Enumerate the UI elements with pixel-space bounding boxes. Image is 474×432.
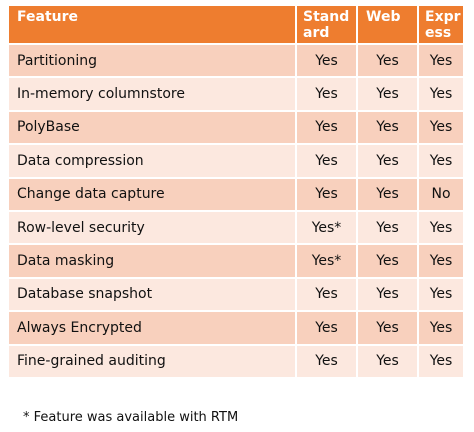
- table-header-row: Feature Stand ard Web Expr ess: [9, 6, 463, 43]
- express-cell: Yes: [419, 245, 463, 277]
- header-web: Web: [358, 6, 417, 43]
- table-row: In-memory columnstore Yes Yes Yes: [9, 78, 463, 110]
- table-row: Change data capture Yes Yes No: [9, 178, 463, 210]
- web-cell: Yes: [358, 278, 417, 311]
- standard-cell: Yes: [297, 345, 356, 377]
- express-cell: Yes: [419, 45, 463, 77]
- web-cell: Yes: [358, 145, 417, 177]
- web-cell: Yes: [358, 178, 417, 210]
- feature-cell: In-memory columnstore: [9, 78, 295, 110]
- standard-cell: Yes: [297, 111, 356, 144]
- table-row: PolyBase Yes Yes Yes: [9, 111, 463, 144]
- feature-comparison-table: Feature Stand ard Web Expr ess Partition…: [7, 4, 465, 379]
- standard-cell: Yes: [297, 312, 356, 344]
- table-row: Database snapshot Yes Yes Yes: [9, 278, 463, 311]
- express-cell: No: [419, 178, 463, 210]
- express-cell: Yes: [419, 78, 463, 110]
- header-feature: Feature: [9, 6, 295, 43]
- express-cell: Yes: [419, 278, 463, 311]
- table-row: Partitioning Yes Yes Yes: [9, 45, 463, 77]
- standard-cell: Yes*: [297, 245, 356, 277]
- standard-cell: Yes: [297, 145, 356, 177]
- feature-cell: Partitioning: [9, 45, 295, 77]
- web-cell: Yes: [358, 312, 417, 344]
- table-row: Data masking Yes* Yes Yes: [9, 245, 463, 277]
- web-cell: Yes: [358, 345, 417, 377]
- express-cell: Yes: [419, 145, 463, 177]
- standard-cell: Yes: [297, 45, 356, 77]
- table-row: Data compression Yes Yes Yes: [9, 145, 463, 177]
- table-row: Always Encrypted Yes Yes Yes: [9, 312, 463, 344]
- standard-cell: Yes: [297, 278, 356, 311]
- standard-cell: Yes: [297, 178, 356, 210]
- feature-cell: Data compression: [9, 145, 295, 177]
- standard-cell: Yes*: [297, 211, 356, 244]
- web-cell: Yes: [358, 245, 417, 277]
- express-cell: Yes: [419, 211, 463, 244]
- feature-cell: PolyBase: [9, 111, 295, 144]
- feature-cell: Always Encrypted: [9, 312, 295, 344]
- standard-cell: Yes: [297, 78, 356, 110]
- web-cell: Yes: [358, 78, 417, 110]
- header-express: Expr ess: [419, 6, 463, 43]
- web-cell: Yes: [358, 45, 417, 77]
- table-row: Fine-grained auditing Yes Yes Yes: [9, 345, 463, 377]
- feature-cell: Change data capture: [9, 178, 295, 210]
- express-cell: Yes: [419, 312, 463, 344]
- table-row: Row-level security Yes* Yes Yes: [9, 211, 463, 244]
- express-cell: Yes: [419, 111, 463, 144]
- express-cell: Yes: [419, 345, 463, 377]
- footnote: * Feature was available with RTM: [23, 410, 239, 425]
- feature-cell: Row-level security: [9, 211, 295, 244]
- feature-cell: Database snapshot: [9, 278, 295, 311]
- header-standard: Stand ard: [297, 6, 356, 43]
- web-cell: Yes: [358, 211, 417, 244]
- web-cell: Yes: [358, 111, 417, 144]
- feature-cell: Fine-grained auditing: [9, 345, 295, 377]
- feature-cell: Data masking: [9, 245, 295, 277]
